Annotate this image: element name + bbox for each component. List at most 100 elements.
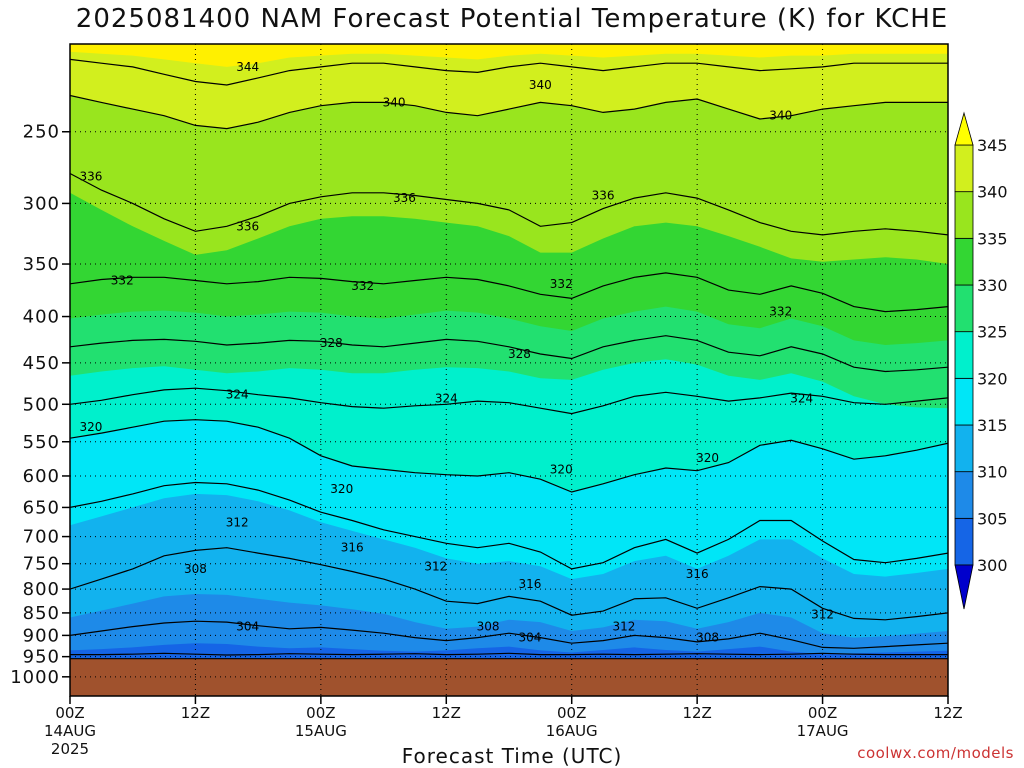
colorbar-swatch [954,191,974,239]
contour-label: 332 [769,305,792,319]
contour-label: 316 [686,567,709,581]
plot-frame [69,43,949,697]
contour-line-328 [70,335,948,373]
colorbar-label: 310 [977,463,1008,482]
contour-label: 324 [790,392,813,406]
contour-label: 336 [393,191,416,205]
colorbar-swatch [954,237,974,286]
contour-label: 332 [550,277,573,291]
contour-label: 312 [811,607,834,621]
x-tick-label: 00Z [55,704,84,722]
colorbar-swatch [954,144,974,193]
contour-labels: 344 340 340 340 336 336 336 336 332 332 332 332 328 3… [79,60,834,645]
colorbar-swatch [954,471,974,519]
y-tick-label: 800 [23,579,60,600]
x-tick-date: 17AUG [797,722,849,740]
y-tick-label: 900 [23,625,60,646]
contour-label: 312 [613,620,636,634]
contour-label: 312 [424,559,447,573]
y-tick-label: 300 [23,193,60,214]
contour-label: 324 [226,388,249,402]
contour-line-304 [70,652,948,656]
contour-line-312 [70,547,948,621]
contour-label: 332 [111,274,134,288]
colorbar-min-arrow [954,564,974,610]
x-tick-date: 15AUG [295,722,347,740]
contour-label: 332 [351,279,374,293]
y-axis: 2503003504004505005506006507007508008509… [10,122,70,688]
contour-label: 312 [226,515,249,529]
x-tick-label: 00Z [808,704,837,722]
x-tick-label: 12Z [682,704,711,722]
contour-label: 324 [435,392,458,406]
colorbar-label: 345 [977,136,1008,155]
contour-label: 316 [341,541,364,555]
x-tick-label: 00Z [306,704,335,722]
colorbar-label: 315 [977,416,1008,435]
colorbar-label: 320 [977,369,1008,388]
contour-label: 316 [518,577,541,591]
y-tick-label: 500 [23,394,60,415]
contour-line-324 [70,387,948,415]
x-tick-label: 12Z [432,704,461,722]
contour-label: 328 [320,336,343,350]
colorbar-swatch [954,424,974,473]
colorbar-swatch [954,377,974,426]
colorbar: 300 305 310 315 320 325 330 335 340 345 [954,111,1008,610]
contour-label: 308 [696,631,719,645]
y-tick-label: 750 [23,554,60,575]
colorbar-label: 335 [977,229,1008,248]
contour-label: 308 [184,562,207,576]
contour-label: 336 [592,188,615,202]
colorbar-label: 325 [977,323,1008,342]
contour-label: 340 [769,109,792,123]
y-tick-label: 400 [23,307,60,328]
colorbar-label: 330 [977,276,1008,295]
y-tick-label: 650 [23,497,60,518]
y-tick-label: 550 [23,432,60,453]
x-tick-date: 14AUG [44,722,96,740]
contour-label: 328 [508,347,531,361]
y-tick-label: 850 [23,603,60,624]
contour-line-316 [70,481,948,570]
colorbar-label: 305 [977,509,1008,528]
contour-label: 340 [529,78,552,92]
contour-label: 304 [236,620,259,634]
colorbar-swatch [954,331,974,379]
contour-line-336 [70,172,948,236]
contour-label: 320 [696,451,719,465]
colorbar-label: 340 [977,183,1008,202]
credit-link[interactable]: coolwx.com/models [857,744,1014,762]
contour-lines [70,58,948,660]
x-tick-label: 00Z [557,704,586,722]
y-tick-label: 450 [23,353,60,374]
x-tick-date: 16AUG [546,722,598,740]
y-tick-label: 950 [23,647,60,668]
y-tick-label: 600 [23,466,60,487]
y-tick-label: 350 [23,254,60,275]
y-tick-label: 1000 [10,667,60,688]
filled-contours [70,44,948,696]
contour-label: 340 [383,95,406,109]
x-tick-year: 2025 [51,740,89,758]
colorbar-label: 300 [977,556,1008,575]
contour-label: 336 [236,219,259,233]
x-tick-label: 12Z [933,704,962,722]
terrain-block [70,658,948,696]
chart-title: 2025081400 NAM Forecast Potential Temper… [75,4,949,34]
x-tick-label: 12Z [181,704,210,722]
contour-label: 336 [79,169,102,183]
contour-line-308 [70,620,948,649]
contour-label: 320 [79,420,102,434]
contour-line-320 [70,419,948,493]
contour-label: 344 [236,60,259,74]
contour-label: 304 [518,631,541,645]
x-axis-label: Forecast Time (UTC) [401,744,623,768]
contour-label: 308 [477,620,500,634]
y-tick-label: 700 [23,527,60,548]
colorbar-swatch [954,284,974,333]
contour-label: 320 [330,482,353,496]
contour-label: 320 [550,462,573,476]
contour-line-340 [70,94,948,130]
